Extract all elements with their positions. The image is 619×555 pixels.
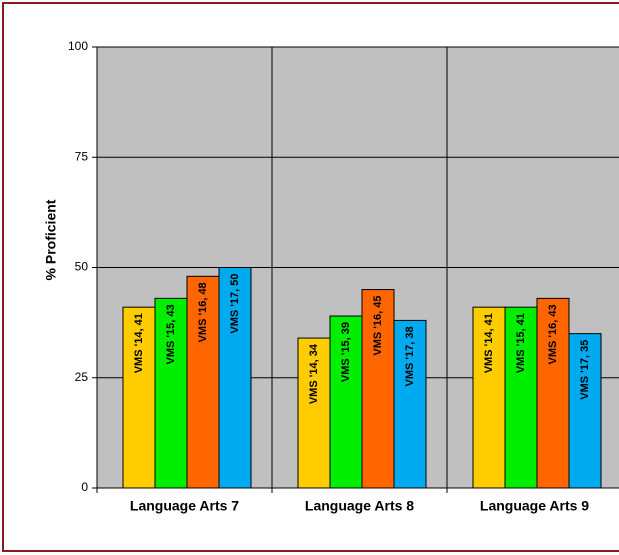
y-tick-label: 100 — [68, 39, 88, 53]
data-label: VMS '15, 41 — [515, 313, 527, 373]
bar — [329, 315, 363, 489]
bar — [154, 297, 188, 489]
data-label: VMS '17, 35 — [579, 340, 591, 400]
bar — [393, 319, 427, 489]
bar — [218, 267, 252, 489]
y-tick-label: 25 — [75, 370, 89, 384]
bar — [568, 333, 602, 489]
bar — [536, 297, 570, 489]
y-tick-label: 50 — [75, 260, 89, 274]
data-label: VMS '14, 34 — [308, 343, 320, 404]
data-label: VMS '15, 43 — [165, 304, 177, 364]
x-tick-label: Language Arts 7 — [130, 498, 239, 514]
x-tick-label: Language Arts 8 — [305, 498, 414, 514]
data-label: VMS '17, 50 — [229, 274, 241, 334]
data-label: VMS '16, 48 — [197, 282, 209, 342]
x-tick-label: Language Arts 9 — [480, 498, 589, 514]
y-tick-label: 75 — [75, 149, 89, 163]
y-axis-label: % Proficient — [43, 199, 59, 280]
data-label: VMS '16, 43 — [547, 304, 559, 364]
data-label: VMS '14, 41 — [483, 313, 495, 373]
y-tick-label: 0 — [81, 480, 88, 494]
data-label: VMS '16, 45 — [372, 296, 384, 356]
bar — [504, 306, 538, 489]
bar — [361, 289, 395, 489]
bar — [472, 306, 506, 489]
data-label: VMS '17, 38 — [404, 326, 416, 386]
data-label: VMS '15, 39 — [340, 322, 352, 382]
data-label: VMS '14, 41 — [133, 313, 145, 373]
